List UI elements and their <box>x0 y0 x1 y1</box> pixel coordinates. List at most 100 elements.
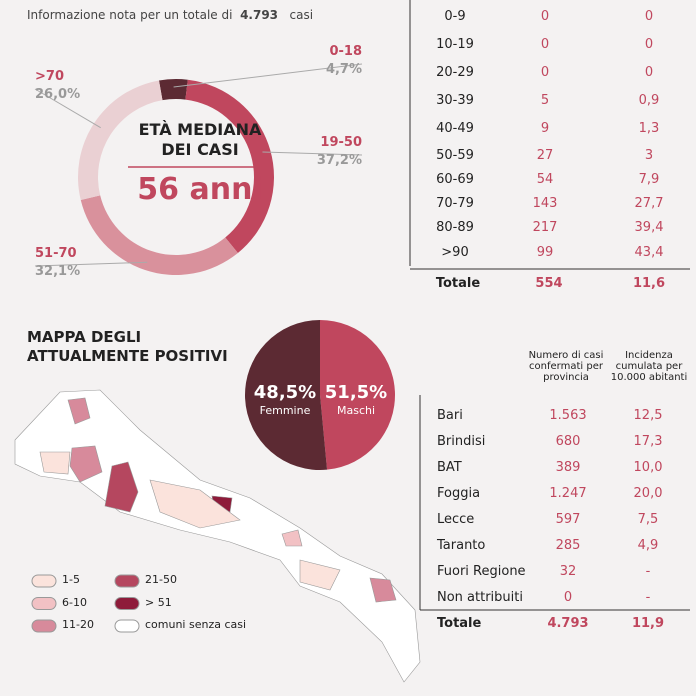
cell: 143 <box>532 196 558 211</box>
cell: 0 <box>540 9 550 24</box>
leader-line <box>262 151 363 156</box>
center-value: 56 anni <box>137 172 263 207</box>
slice-label: Femmine <box>259 404 311 417</box>
cell: 389 <box>555 460 581 475</box>
cell: 32 <box>559 564 577 579</box>
legend-swatch <box>114 597 140 610</box>
age-range: 10-19 <box>436 37 474 52</box>
legend-swatch <box>31 619 57 633</box>
cell: 39,4 <box>634 220 664 235</box>
total-cell: 554 <box>535 276 563 291</box>
center-title: ETÀ MEDIANA <box>138 120 262 139</box>
slice-value: 51,5% <box>324 382 388 403</box>
header-total: 4.793 <box>240 8 279 22</box>
column-header: Numero di casi confermati per provincia <box>528 350 604 383</box>
slice-label: 51-70 <box>35 246 77 261</box>
cell: 1.563 <box>549 408 587 423</box>
cell: 54 <box>536 172 554 187</box>
map <box>14 389 421 683</box>
cell: 7,5 <box>637 512 659 527</box>
slice-value: 26,0% <box>35 87 81 102</box>
cell: 20,0 <box>633 486 663 501</box>
slice-value: 4,7% <box>325 62 362 77</box>
slice <box>158 79 188 101</box>
slice-value: 48,5% <box>253 382 317 403</box>
cell: 4,9 <box>637 538 659 553</box>
legend-label: comuni senza casi <box>145 618 247 631</box>
cell: 3 <box>644 148 654 163</box>
area <box>369 577 397 603</box>
leader-line <box>34 261 148 267</box>
cell: 0 <box>644 9 654 24</box>
map-title: ATTUALMENTE POSITIVI <box>27 347 228 365</box>
area <box>281 529 303 547</box>
legend-label: 1-5 <box>62 573 80 586</box>
cell: 7,9 <box>638 172 660 187</box>
slice <box>185 79 274 253</box>
province: Bari <box>437 408 463 423</box>
province: Fuori Regione <box>437 564 526 579</box>
cell: 17,3 <box>633 434 663 449</box>
leader-line <box>173 63 363 88</box>
province: Non attribuiti <box>437 590 523 605</box>
age-range: 0-9 <box>444 9 466 24</box>
area <box>104 461 139 513</box>
cell: 10,0 <box>633 460 663 475</box>
cell: 0 <box>644 65 654 80</box>
age-range: 40-49 <box>436 121 474 136</box>
slice-label: >70 <box>35 69 64 84</box>
cell: 27 <box>536 148 554 163</box>
leader-line <box>34 88 101 129</box>
province: Foggia <box>437 486 481 501</box>
cell: 99 <box>536 245 554 260</box>
cell: 12,5 <box>633 408 663 423</box>
slice-label: 19-50 <box>320 135 362 150</box>
map-title: MAPPA DEGLI <box>27 328 142 346</box>
center-title: DEI CASI <box>161 140 239 159</box>
cell: 43,4 <box>634 245 664 260</box>
header-text: Informazione nota per un totale di <box>27 8 233 22</box>
cell: 0 <box>563 590 573 605</box>
cell: - <box>645 590 651 605</box>
age-range: 60-69 <box>436 172 474 187</box>
age-range: 30-39 <box>436 93 474 108</box>
cell: 0 <box>540 37 550 52</box>
legend-swatch <box>31 574 57 588</box>
cell: 285 <box>555 538 581 553</box>
total-cell: 11,6 <box>632 276 666 291</box>
age-range: 70-79 <box>436 196 474 211</box>
area <box>299 559 341 591</box>
province: BAT <box>437 460 462 475</box>
header-unit: casi <box>289 8 314 22</box>
slice <box>245 320 328 470</box>
cell: 9 <box>540 121 550 136</box>
cell: 5 <box>540 93 550 108</box>
total-label: Totale <box>435 276 481 291</box>
cell: 1,3 <box>638 121 660 136</box>
legend-label: 11-20 <box>62 618 94 631</box>
cell: 0 <box>540 65 550 80</box>
legend-swatch <box>31 597 57 610</box>
slice <box>78 80 163 201</box>
area <box>69 445 103 483</box>
slice-value: 32,1% <box>35 264 81 279</box>
cell: 680 <box>555 434 581 449</box>
total-cell: 4.793 <box>547 616 589 631</box>
slice-label: Maschi <box>336 404 376 417</box>
total-label: Totale <box>437 616 482 631</box>
age-range: >90 <box>441 245 469 260</box>
area <box>67 397 91 425</box>
total-cell: 11,9 <box>631 616 665 631</box>
cell: 27,7 <box>634 196 664 211</box>
legend-label: 21-50 <box>145 573 177 586</box>
cell: 597 <box>555 512 581 527</box>
legend-label: > 51 <box>145 595 172 609</box>
area <box>39 451 71 475</box>
header: Informazione nota per un totale di 4.793… <box>27 8 313 22</box>
legend-label: 6-10 <box>62 595 87 609</box>
province: Taranto <box>437 538 486 553</box>
slice-value: 37,2% <box>316 153 362 168</box>
slice <box>80 195 238 275</box>
